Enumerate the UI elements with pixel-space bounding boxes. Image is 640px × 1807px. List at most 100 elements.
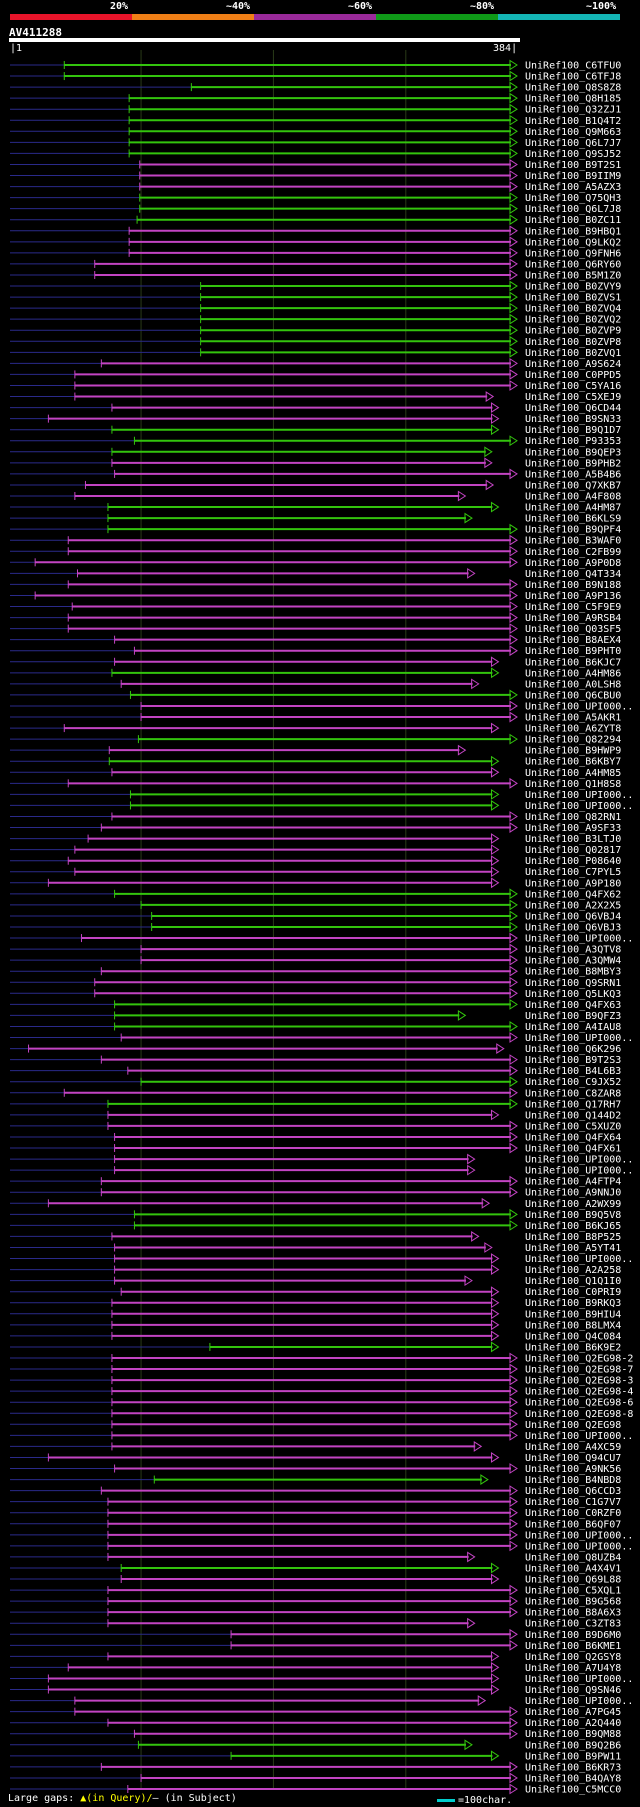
hit-label[interactable]: UniRef100_Q1Q1I0	[525, 1276, 621, 1287]
hit-label[interactable]: UniRef100_C0PPD5	[525, 370, 621, 381]
hit-label[interactable]: UniRef100_Q6CBU0	[525, 690, 621, 701]
hit-label[interactable]: UniRef100_B0ZVS1	[525, 293, 621, 304]
hit-label[interactable]: UniRef100_Q1H8S8	[525, 779, 621, 790]
hit-label[interactable]: UniRef100_A4F808	[525, 492, 621, 503]
hit-label[interactable]: UniRef100_Q2EG98-7	[525, 1365, 633, 1376]
hit-label[interactable]: UniRef100_A5B4B6	[525, 469, 621, 480]
hit-label[interactable]: UniRef100_UPI000..	[525, 934, 633, 945]
hit-label[interactable]: UniRef100_Q03SF5	[525, 624, 621, 635]
hit-label[interactable]: UniRef100_Q6VBJ4	[525, 911, 621, 922]
hit-label[interactable]: UniRef100_A5AZX3	[525, 182, 621, 193]
hit-label[interactable]: UniRef100_Q75QH3	[525, 193, 621, 204]
hit-label[interactable]: UniRef100_Q9FNH6	[525, 248, 621, 259]
hit-label[interactable]: UniRef100_B9Q5V8	[525, 1210, 621, 1221]
hit-label[interactable]: UniRef100_A3QMW4	[525, 956, 621, 967]
hit-label[interactable]: UniRef100_B9QPF4	[525, 525, 621, 536]
hit-label[interactable]: UniRef100_Q6K296	[525, 1044, 621, 1055]
hit-label[interactable]: UniRef100_B3WAF0	[525, 536, 621, 547]
hit-label[interactable]: UniRef100_A2A258	[525, 1265, 621, 1276]
hit-label[interactable]: UniRef100_B9D6M0	[525, 1630, 621, 1641]
hit-label[interactable]: UniRef100_B9SN33	[525, 414, 621, 425]
hit-label[interactable]: UniRef100_UPI000..	[525, 1431, 633, 1442]
hit-label[interactable]: UniRef100_A4FTP4	[525, 1177, 621, 1188]
hit-label[interactable]: UniRef100_A9RSB4	[525, 613, 621, 624]
hit-label[interactable]: UniRef100_Q4FX62	[525, 889, 621, 900]
hit-label[interactable]: UniRef100_B9QEP3	[525, 447, 621, 458]
hit-label[interactable]: UniRef100_B8A6X3	[525, 1608, 621, 1619]
hit-label[interactable]: UniRef100_B0ZVP8	[525, 337, 621, 348]
hit-label[interactable]: UniRef100_B9HWP9	[525, 746, 621, 757]
hit-label[interactable]: UniRef100_A4IAU8	[525, 1022, 621, 1033]
hit-label[interactable]: UniRef100_C5XEJ9	[525, 392, 621, 403]
hit-label[interactable]: UniRef100_Q2EG98-2	[525, 1354, 633, 1365]
hit-label[interactable]: UniRef100_C5F9E9	[525, 602, 621, 613]
hit-label[interactable]: UniRef100_Q82RN1	[525, 812, 621, 823]
hit-label[interactable]: UniRef100_Q9SJ52	[525, 149, 621, 160]
hit-label[interactable]: UniRef100_Q6L7J8	[525, 204, 621, 215]
hit-label[interactable]: UniRef100_UPI000..	[525, 1033, 633, 1044]
hit-label[interactable]: UniRef100_B6KR73	[525, 1762, 621, 1773]
hit-label[interactable]: UniRef100_B9T2S1	[525, 160, 621, 171]
hit-label[interactable]: UniRef100_Q02817	[525, 845, 621, 856]
hit-label[interactable]: UniRef100_UPI000..	[525, 701, 633, 712]
hit-label[interactable]: UniRef100_Q6CCD3	[525, 1486, 621, 1497]
hit-label[interactable]: UniRef100_Q8S8Z8	[525, 83, 621, 94]
hit-label[interactable]: UniRef100_Q6CD44	[525, 403, 621, 414]
hit-label[interactable]: UniRef100_B8MBY3	[525, 967, 621, 978]
hit-label[interactable]: UniRef100_Q4FX61	[525, 1144, 621, 1155]
hit-label[interactable]: UniRef100_B0ZVY9	[525, 282, 621, 293]
hit-label[interactable]: UniRef100_Q9M663	[525, 127, 621, 138]
hit-label[interactable]: UniRef100_B4L6B3	[525, 1066, 621, 1077]
hit-label[interactable]: UniRef100_B8P525	[525, 1232, 621, 1243]
hit-label[interactable]: UniRef100_A2WX99	[525, 1199, 621, 1210]
hit-label[interactable]: UniRef100_C5YA16	[525, 381, 621, 392]
hit-label[interactable]: UniRef100_C8ZAR8	[525, 1088, 621, 1099]
hit-label[interactable]: UniRef100_UPI000..	[525, 790, 633, 801]
hit-label[interactable]: UniRef100_A3QTV8	[525, 945, 621, 956]
hit-label[interactable]: UniRef100_C3ZT83	[525, 1619, 621, 1630]
hit-label[interactable]: UniRef100_B9HBQ1	[525, 226, 621, 237]
hit-label[interactable]: UniRef100_C0PRI9	[525, 1287, 621, 1298]
hit-label[interactable]: UniRef100_A2X2X5	[525, 900, 621, 911]
hit-label[interactable]: UniRef100_B9PHB2	[525, 458, 621, 469]
hit-label[interactable]: UniRef100_B9T2S3	[525, 1055, 621, 1066]
hit-label[interactable]: UniRef100_UPI000..	[525, 1674, 633, 1685]
hit-label[interactable]: UniRef100_P08640	[525, 856, 621, 867]
hit-label[interactable]: UniRef100_A7U4Y8	[525, 1663, 621, 1674]
hit-label[interactable]: UniRef100_B6KME1	[525, 1641, 621, 1652]
hit-label[interactable]: UniRef100_A9P136	[525, 591, 621, 602]
hit-label[interactable]: UniRef100_C6TFU0	[525, 61, 621, 72]
hit-label[interactable]: UniRef100_B9PHT0	[525, 646, 621, 657]
hit-label[interactable]: UniRef100_B9Q2B6	[525, 1740, 621, 1751]
hit-label[interactable]: UniRef100_A4XC59	[525, 1442, 621, 1453]
hit-label[interactable]: UniRef100_B0ZC11	[525, 215, 621, 226]
hit-label[interactable]: UniRef100_Q69L88	[525, 1575, 621, 1586]
hit-label[interactable]: UniRef100_B6KJC7	[525, 657, 621, 668]
hit-label[interactable]: UniRef100_B6KJ65	[525, 1221, 621, 1232]
hit-label[interactable]: UniRef100_C1G7V7	[525, 1497, 621, 1508]
hit-label[interactable]: UniRef100_Q4FX64	[525, 1132, 621, 1143]
hit-label[interactable]: UniRef100_Q2EG98-8	[525, 1409, 633, 1420]
hit-label[interactable]: UniRef100_A4X4V1	[525, 1563, 621, 1574]
hit-label[interactable]: UniRef100_Q2EG98	[525, 1420, 621, 1431]
hit-label[interactable]: UniRef100_Q6VBJ3	[525, 923, 621, 934]
hit-label[interactable]: UniRef100_Q5LKQ3	[525, 989, 621, 1000]
hit-label[interactable]: UniRef100_UPI000..	[525, 1541, 633, 1552]
hit-label[interactable]: UniRef100_A4HM86	[525, 668, 621, 679]
hit-label[interactable]: UniRef100_Q82294	[525, 735, 621, 746]
hit-label[interactable]: UniRef100_A9S624	[525, 359, 621, 370]
hit-label[interactable]: UniRef100_Q17RH7	[525, 1099, 621, 1110]
hit-label[interactable]: UniRef100_B6QF07	[525, 1519, 621, 1530]
hit-label[interactable]: UniRef100_B9QM88	[525, 1729, 621, 1740]
hit-label[interactable]: UniRef100_A2Q440	[525, 1718, 621, 1729]
hit-label[interactable]: UniRef100_Q32ZJ1	[525, 105, 621, 116]
hit-label[interactable]: UniRef100_Q9SRN1	[525, 978, 621, 989]
hit-label[interactable]: UniRef100_A9NNJ0	[525, 1188, 621, 1199]
hit-label[interactable]: UniRef100_UPI000..	[525, 1530, 633, 1541]
hit-label[interactable]: UniRef100_B0ZVQ1	[525, 348, 621, 359]
hit-label[interactable]: UniRef100_B9G568	[525, 1597, 621, 1608]
hit-label[interactable]: UniRef100_A4HM85	[525, 768, 621, 779]
hit-label[interactable]: UniRef100_C2FB99	[525, 547, 621, 558]
hit-label[interactable]: UniRef100_A9P180	[525, 878, 621, 889]
hit-label[interactable]: UniRef100_B9PW11	[525, 1751, 621, 1762]
